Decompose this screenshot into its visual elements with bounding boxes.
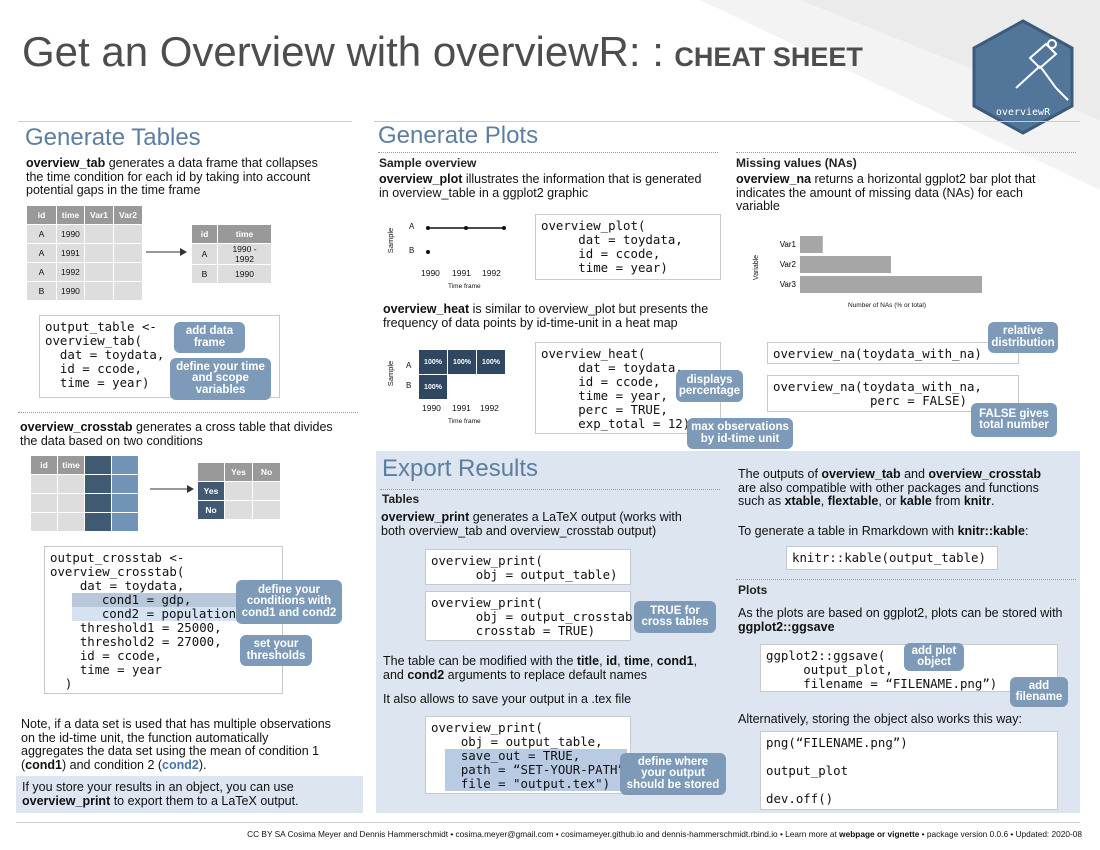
overview-plot-description: overview_plot illustrates the informatio… [379,172,702,200]
na-category-label: Var3 [780,280,797,289]
missing-values-title: Missing values (NAs) [736,156,857,170]
na-chart-xlabel: Number of NAs (% or total) [848,302,927,309]
tag-displays-percentage: displays percentage [676,370,743,402]
sample-overview-title: Sample overview [379,156,477,170]
table-row: B 1990 [26,281,143,301]
footer-link[interactable]: webpage or vignette [839,829,920,839]
crosstab-output-table: Yes No Yes No [197,462,281,520]
note-aggregation: Note, if a data set is used that has mul… [21,717,331,772]
overview-tab-description: overview_tab generates a data frame that… [26,156,318,197]
heat-cell: 100% [419,350,447,374]
plots-ggsave-text: As the plots are based on ggplot2, plots… [738,606,1063,634]
table-row: A 1990 - 1992 [191,243,272,265]
alternative-storing-text: Alternatively, storing the object also w… [738,712,1022,726]
na-bars: Var1 Var2 Var3 [780,236,982,293]
tag-relative-distribution: relative distribution [988,322,1058,353]
heat-cell: 100% [448,350,476,374]
na-bar [800,236,823,253]
overview-crosstab-description: overview_crosstab generates a cross tabl… [20,420,333,448]
tag-define-time-scope: define your time and scope variables [170,358,271,400]
tag-define-where: define where your output should be store… [620,753,726,795]
heat-cell: 100% [477,350,505,374]
tab-input-table: id time Var1 Var2 A 1990 A 1991 A 1992 B 1990 [26,205,143,301]
arrow-right-icon [146,248,187,256]
overviewr-hex-logo: overviewR [972,19,1074,135]
store-results-note: If you store your results in an object, … [16,776,363,813]
plot-lines [426,226,506,254]
table-row: B 1990 [191,264,272,284]
page-title: Get an Overview with overviewR: : CHEAT … [22,28,863,76]
na-bar [800,256,891,273]
png-code: png(“FILENAME.png”) output_plot dev.off(… [760,731,1058,810]
crosstab-input-table: id time [30,455,139,532]
arrow-right-icon [150,485,194,493]
overview-heat-sample-chart: Sample A B 100% 100% 100% 100% 1990 1991… [384,347,524,429]
overview-plot-code: overview_plot( dat = toydata, id = ccode… [535,214,721,280]
na-bar-chart: Variable Var1 Var2 Var3 Number of NAs (% o… [753,228,988,314]
svg-text:overviewR: overviewR [996,107,1051,118]
tag-max-observations: max observations by id-time unit [687,418,793,449]
overview-crosstab-code: output_crosstab <- overview_crosstab( da… [44,546,283,694]
overview-print-description: overview_print generates a LaTeX output … [381,510,682,538]
overview-print-code-3: overview_print( obj = output_table, save… [425,716,633,794]
export-tables-title: Tables [382,492,420,506]
code-highlight: save_out = TRUE, path = “SET-YOUR-PATH”,… [431,748,633,791]
tag-set-thresholds: set your thresholds [240,635,312,666]
overview-heat-description: overview_heat is similar to overview_plo… [383,302,709,330]
overview-print-code-2: overview_print( obj = output_crosstab, c… [425,591,640,641]
na-category-label: Var1 [780,240,797,249]
tag-define-conditions: define your conditions with cond1 and co… [236,580,342,624]
compatibility-text: The outputs of overview_tab and overview… [738,467,1041,508]
save-tex-text: It also allows to save your output in a … [383,692,632,706]
title-suffix: CHEAT SHEET [674,42,863,72]
code-line-cond1: cond1 = gdp, [72,593,277,607]
overview-na-description: overview_na returns a horizontal ggplot2… [736,172,1036,213]
na-bar [800,276,982,293]
tag-add-filename: add filename [1010,677,1068,707]
na-chart-ylabel: Variable [753,254,761,281]
overview-plot-sample-chart: Sample A B 1990 1991 1992 Time frame [384,214,519,294]
tag-add-data-frame: add data frame [174,322,245,353]
overview-na-code: overview_na(toydata_with_na) [767,342,1019,364]
code-line-cond2: cond2 = population, [72,607,277,621]
title-main: Get an Overview with overviewR: : [22,28,664,75]
tag-add-plot-object: add plot object [904,643,964,671]
table-row: A 1990 [26,224,143,244]
tag-true-cross-tables: TRUE for cross tables [634,601,716,633]
plots-title: Plots [738,583,768,597]
generate-plots-heading: Generate Plots [378,122,539,149]
footer: CC BY SA Cosima Meyer and Dennis Hammers… [247,829,1082,839]
tag-false-total: FALSE gives total number [971,403,1057,437]
export-results-heading: Export Results [382,455,539,482]
overview-na-perc-code: overview_na(toydata_with_na, perc = FALS… [767,375,1019,412]
kable-code: knitr::kable(output_table) [786,546,998,570]
heat-cell: 100% [419,375,447,399]
rmarkdown-text: To generate a table in Rmarkdown with kn… [738,524,1029,538]
overview-print-code-1: overview_print( obj = output_table) [425,549,631,585]
generate-tables-heading: Generate Tables [25,124,201,151]
modify-table-text: The table can be modified with the title… [383,654,698,682]
table-row: A 1991 [26,243,143,263]
table-row: A 1992 [26,262,143,282]
tab-output-table: id time A 1990 - 1992 B 1990 [191,224,272,284]
na-category-label: Var2 [780,260,797,269]
